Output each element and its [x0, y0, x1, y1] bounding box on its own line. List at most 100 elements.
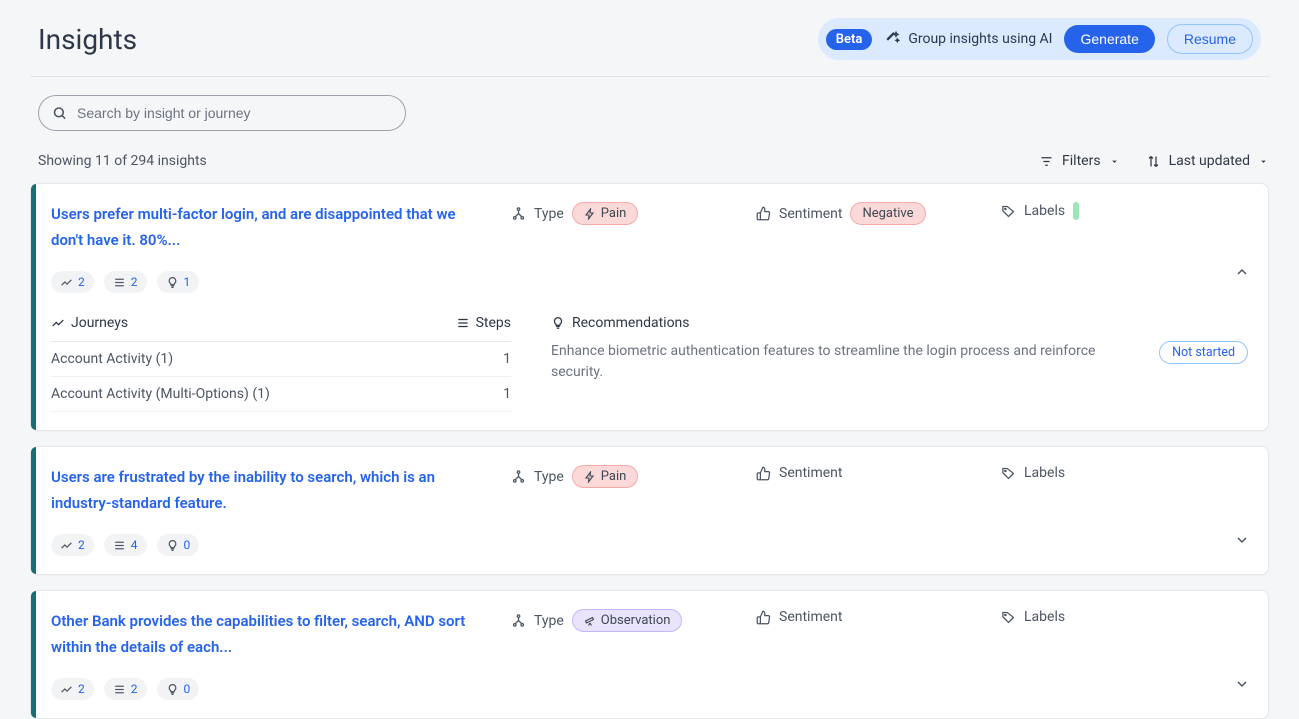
lightbulb-icon: [551, 316, 565, 330]
journey-steps: 1: [503, 351, 511, 367]
filter-icon: [1039, 154, 1054, 169]
stat-journeys[interactable]: 2: [51, 271, 94, 293]
expand-toggle[interactable]: [1234, 532, 1250, 552]
labels-column: Labels: [1001, 609, 1248, 625]
stat-recs[interactable]: 1: [157, 271, 200, 293]
type-column: Type Pain: [511, 202, 756, 225]
insight-title[interactable]: Other Bank provides the capabilities to …: [51, 609, 511, 660]
sort-dropdown[interactable]: Last updated: [1146, 153, 1269, 169]
list-icon: [113, 276, 126, 289]
tag-icon: [1001, 610, 1016, 625]
journey-name: Account Activity (1): [51, 351, 173, 367]
tag-icon: [1001, 204, 1016, 219]
journey-row[interactable]: Account Activity (1) 1: [51, 342, 511, 377]
expand-toggle[interactable]: [1234, 676, 1250, 696]
labels-label: Labels: [1024, 609, 1065, 625]
recommendations-panel: Recommendations Enhance biometric authen…: [551, 315, 1248, 412]
card-stats: 2 2 1: [51, 271, 1248, 293]
journeys-header-text: Journeys: [71, 315, 128, 331]
stat-steps-value: 4: [131, 538, 138, 552]
trend-icon: [60, 539, 73, 552]
card-stats: 2 4 0: [51, 534, 1248, 556]
resume-button[interactable]: Resume: [1167, 24, 1253, 54]
insight-title[interactable]: Users are frustrated by the inability to…: [51, 465, 511, 516]
type-pill-pain: Pain: [572, 202, 639, 225]
generate-button[interactable]: Generate: [1064, 25, 1154, 53]
chevron-down-icon: [1109, 156, 1120, 167]
bolt-icon: [584, 471, 596, 483]
card-header-row: Users are frustrated by the inability to…: [51, 465, 1248, 516]
trend-icon: [60, 683, 73, 696]
card-header-row: Other Bank provides the capabilities to …: [51, 609, 1248, 660]
thumbs-up-icon: [756, 206, 771, 221]
results-bar: Showing 11 of 294 insights Filters Last …: [30, 153, 1269, 169]
beta-badge: Beta: [826, 29, 873, 50]
lightbulb-icon: [166, 276, 179, 289]
chevron-down-icon: [1258, 156, 1269, 167]
hierarchy-icon: [511, 469, 526, 484]
sentiment-label: Sentiment: [779, 465, 842, 481]
search-wrapper: [38, 95, 406, 131]
thumbs-up-icon: [756, 610, 771, 625]
trend-icon: [51, 316, 65, 330]
stat-journeys[interactable]: 2: [51, 678, 94, 700]
stat-steps-value: 2: [131, 682, 138, 696]
magic-wand-icon: [884, 31, 900, 47]
filters-label: Filters: [1062, 153, 1101, 169]
expanded-section: Journeys Steps Account Activity (1) 1 Ac…: [51, 315, 1248, 412]
search-input[interactable]: [38, 95, 406, 131]
hierarchy-icon: [511, 613, 526, 628]
insight-title[interactable]: Users prefer multi-factor login, and are…: [51, 202, 511, 253]
stat-journeys-value: 2: [78, 538, 85, 552]
thumbs-up-icon: [756, 466, 771, 481]
labels-column: Labels: [1001, 202, 1248, 220]
stat-steps[interactable]: 2: [104, 271, 147, 293]
results-count: Showing 11 of 294 insights: [38, 153, 207, 169]
stat-recs-value: 0: [184, 682, 191, 696]
stat-journeys[interactable]: 2: [51, 534, 94, 556]
sentiment-column: Sentiment: [756, 609, 1001, 625]
search-row: [30, 95, 1269, 131]
page-header: Insights Beta Group insights using AI Ge…: [30, 10, 1269, 77]
steps-header: Steps: [456, 315, 511, 331]
stat-recs[interactable]: 0: [157, 534, 200, 556]
recommendation-status[interactable]: Not started: [1159, 341, 1248, 364]
type-pill-text: Pain: [601, 469, 627, 484]
journeys-panel: Journeys Steps Account Activity (1) 1 Ac…: [51, 315, 511, 412]
collapse-toggle[interactable]: [1234, 264, 1250, 284]
labels-label: Labels: [1024, 203, 1065, 219]
journeys-header: Journeys: [51, 315, 128, 331]
stat-steps[interactable]: 2: [104, 678, 147, 700]
hierarchy-icon: [511, 206, 526, 221]
type-pill-pain: Pain: [572, 465, 639, 488]
type-column: Type Observation: [511, 609, 756, 632]
stat-journeys-value: 2: [78, 275, 85, 289]
ai-group-text: Group insights using AI: [908, 31, 1052, 47]
stat-steps[interactable]: 4: [104, 534, 147, 556]
recommendation-text: Enhance biometric authentication feature…: [551, 341, 1139, 383]
stat-recs[interactable]: 0: [157, 678, 200, 700]
search-icon: [52, 106, 67, 121]
type-label: Type: [534, 469, 564, 485]
chevron-up-icon: [1234, 264, 1250, 280]
sentiment-label: Sentiment: [779, 206, 842, 222]
trend-icon: [60, 276, 73, 289]
card-header-row: Users prefer multi-factor login, and are…: [51, 202, 1248, 253]
sentiment-pill-negative: Negative: [850, 202, 925, 225]
insight-cards: Users prefer multi-factor login, and are…: [30, 183, 1269, 719]
journey-name: Account Activity (Multi-Options) (1): [51, 386, 270, 402]
sentiment-column: Sentiment: [756, 465, 1001, 481]
type-pill-text: Observation: [601, 613, 671, 628]
list-icon: [113, 539, 126, 552]
labels-column: Labels: [1001, 465, 1248, 481]
journey-row[interactable]: Account Activity (Multi-Options) (1) 1: [51, 377, 511, 412]
filter-sort-group: Filters Last updated: [1039, 153, 1269, 169]
sentiment-label: Sentiment: [779, 609, 842, 625]
stat-recs-value: 0: [184, 538, 191, 552]
filters-dropdown[interactable]: Filters: [1039, 153, 1120, 169]
sort-label: Last updated: [1169, 153, 1250, 169]
insight-card: Users are frustrated by the inability to…: [30, 446, 1269, 575]
telescope-icon: [584, 615, 596, 627]
chevron-down-icon: [1234, 532, 1250, 548]
label-chip: [1073, 202, 1079, 220]
